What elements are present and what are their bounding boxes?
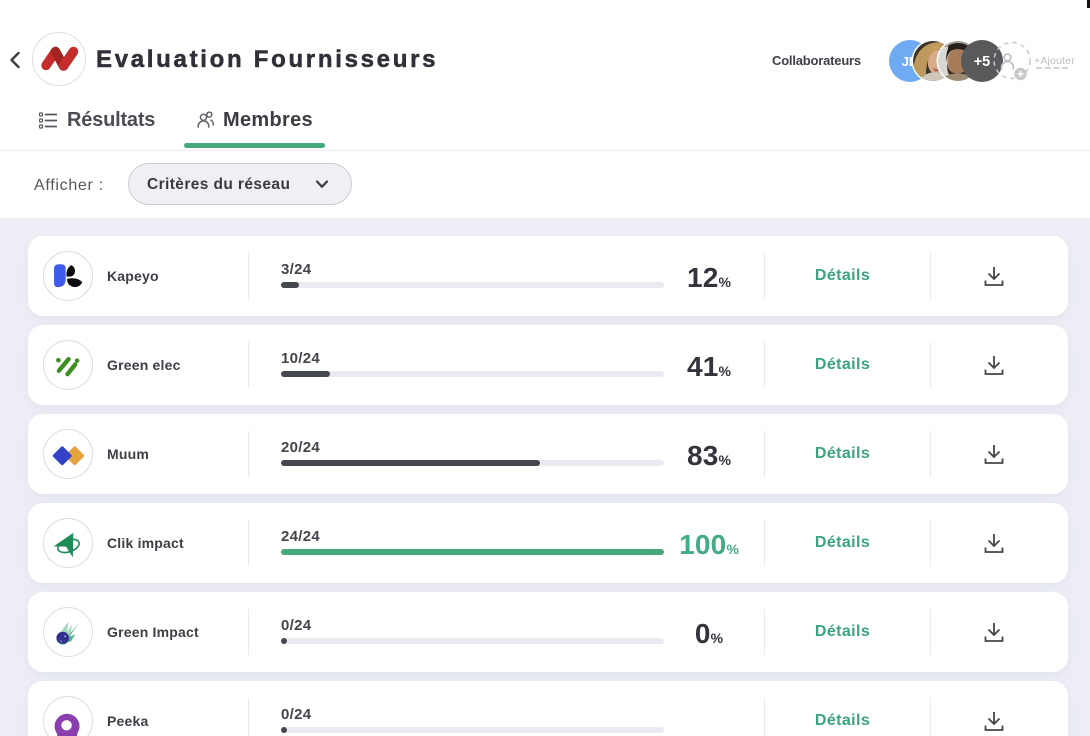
- svg-text:+5: +5: [974, 54, 991, 70]
